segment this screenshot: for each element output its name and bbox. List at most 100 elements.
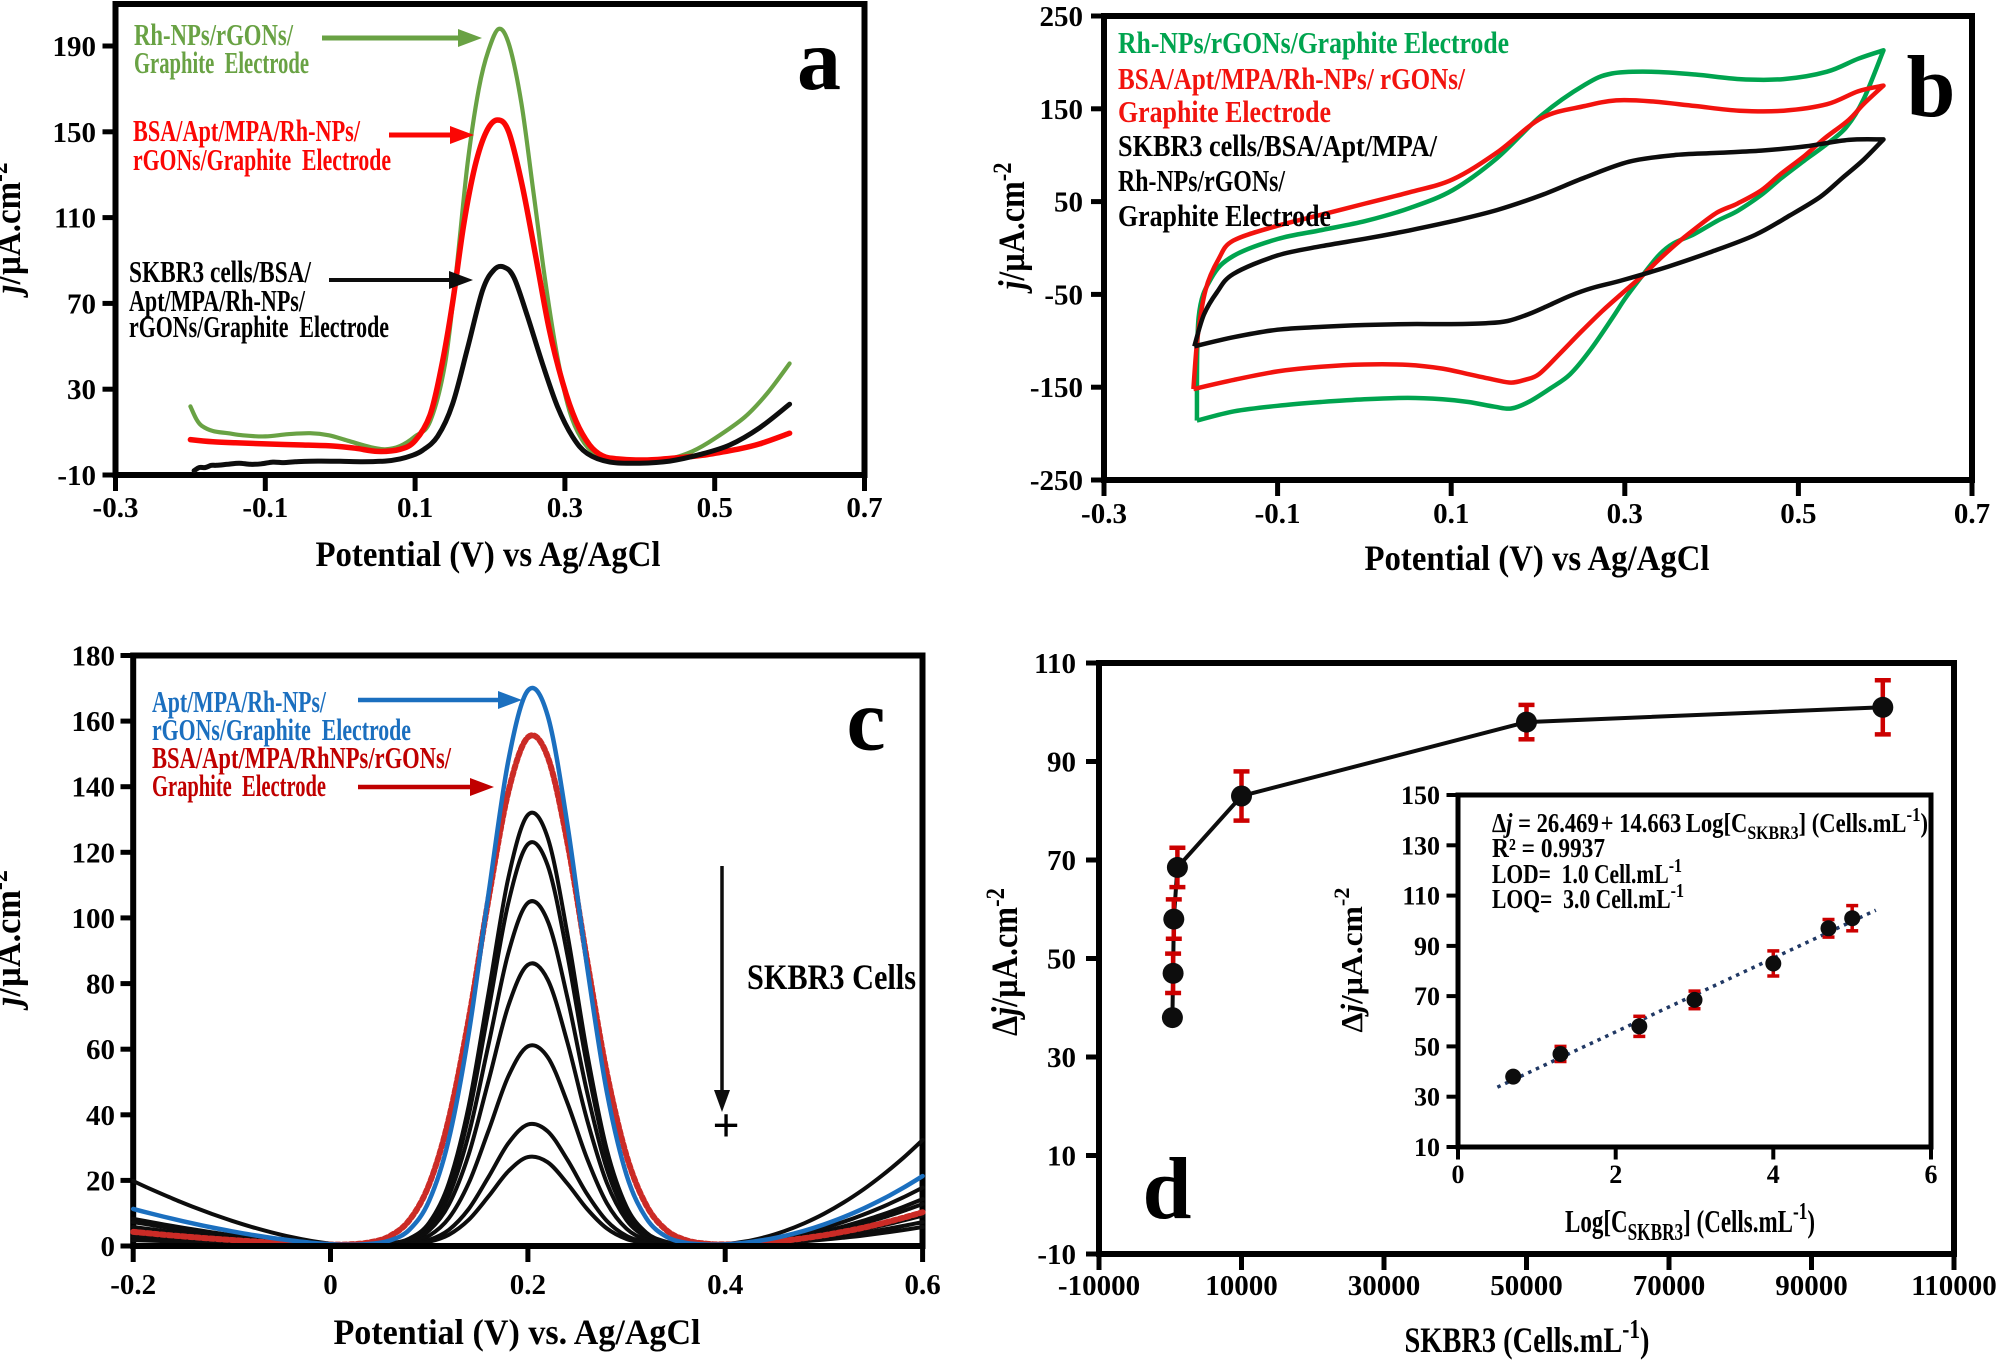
svg-text:100: 100 — [72, 903, 116, 935]
svg-text:90: 90 — [1047, 747, 1076, 779]
svg-text:c: c — [846, 673, 885, 770]
svg-text:110: 110 — [1034, 648, 1076, 680]
svg-text:-0.3: -0.3 — [93, 492, 139, 524]
svg-text:0.3: 0.3 — [1607, 498, 1643, 530]
svg-text:50: 50 — [1414, 1032, 1440, 1061]
svg-text:rGONs/Graphite Electrode: rGONs/Graphite Electrode — [133, 142, 391, 177]
svg-text:90000: 90000 — [1775, 1270, 1848, 1302]
svg-text:Graphite Electrode: Graphite Electrode — [1118, 198, 1331, 233]
svg-text:LOQ= 3.0 Cell.mL-1: LOQ= 3.0 Cell.mL-1 — [1492, 880, 1684, 914]
svg-text:0: 0 — [1452, 1160, 1465, 1189]
svg-text:Graphite Electrode: Graphite Electrode — [134, 45, 309, 80]
svg-text:Δj/µA.cm-2: Δj/µA.cm-2 — [1329, 888, 1369, 1033]
svg-text:j/µA.cm-2: j/µA.cm-2 — [0, 870, 29, 1011]
svg-text:+: + — [712, 1099, 739, 1152]
svg-text:150: 150 — [1040, 94, 1084, 126]
svg-text:6: 6 — [1925, 1160, 1938, 1189]
svg-text:Apt/MPA/Rh-NPs/: Apt/MPA/Rh-NPs/ — [152, 684, 326, 719]
svg-text:180: 180 — [72, 641, 116, 673]
svg-text:BSA/Apt/MPA/RhNPs/rGONs/: BSA/Apt/MPA/RhNPs/rGONs/ — [152, 740, 451, 775]
svg-text:0.4: 0.4 — [707, 1269, 743, 1301]
svg-text:0.7: 0.7 — [846, 492, 882, 524]
svg-text:Δj/µA.cm-2: Δj/µA.cm-2 — [981, 888, 1026, 1036]
svg-text:90: 90 — [1414, 932, 1440, 961]
svg-text:-0.1: -0.1 — [1255, 498, 1301, 530]
svg-text:0.3: 0.3 — [547, 492, 583, 524]
svg-text:0.7: 0.7 — [1954, 498, 1990, 530]
svg-text:0.5: 0.5 — [697, 492, 733, 524]
svg-text:Graphite Electrode: Graphite Electrode — [1118, 94, 1331, 129]
svg-text:70: 70 — [67, 288, 96, 320]
svg-text:a: a — [797, 12, 841, 109]
svg-text:110: 110 — [54, 203, 96, 235]
svg-text:BSA/Apt/MPA/Rh-NPs/ rGONs/: BSA/Apt/MPA/Rh-NPs/ rGONs/ — [1118, 61, 1465, 96]
svg-text:80: 80 — [86, 969, 115, 1001]
svg-text:R² = 0.9937: R² = 0.9937 — [1492, 833, 1605, 863]
svg-text:b: b — [1907, 39, 1956, 136]
svg-text:Rh-NPs/rGONs/Graphite Electrod: Rh-NPs/rGONs/Graphite Electrode — [1118, 25, 1509, 60]
svg-text:150: 150 — [53, 117, 97, 149]
svg-text:0: 0 — [101, 1231, 116, 1263]
svg-text:SKBR3 (Cells.mL-1): SKBR3 (Cells.mL-1) — [1405, 1314, 1650, 1360]
svg-text:50: 50 — [1047, 944, 1076, 976]
svg-text:SKBR3 cells/BSA/Apt/MPA/: SKBR3 cells/BSA/Apt/MPA/ — [1118, 128, 1437, 163]
svg-text:0.2: 0.2 — [510, 1269, 546, 1301]
svg-text:0.5: 0.5 — [1780, 498, 1816, 530]
svg-text:Potential (V) vs. Ag/AgCl: Potential (V) vs. Ag/AgCl — [334, 1312, 701, 1352]
svg-text:50000: 50000 — [1490, 1270, 1563, 1302]
svg-text:70: 70 — [1414, 982, 1440, 1011]
svg-text:40: 40 — [86, 1100, 115, 1132]
svg-text:0.1: 0.1 — [397, 492, 433, 524]
svg-text:Apt/MPA/Rh-NPs/: Apt/MPA/Rh-NPs/ — [129, 283, 305, 318]
svg-text:0.1: 0.1 — [1433, 498, 1469, 530]
svg-text:130: 130 — [1401, 831, 1440, 860]
svg-text:BSA/Apt/MPA/Rh-NPs/: BSA/Apt/MPA/Rh-NPs/ — [133, 113, 360, 148]
svg-text:150: 150 — [1401, 781, 1440, 810]
svg-text:Δj = 26.469 + 14.663 Log[CSKBR: Δj = 26.469 + 14.663 Log[CSKBR3] (Cells.… — [1492, 804, 1928, 844]
svg-text:110000: 110000 — [1911, 1270, 1996, 1302]
svg-text:j/µA.cm-2: j/µA.cm-2 — [0, 163, 29, 298]
svg-text:30: 30 — [1047, 1042, 1076, 1074]
svg-text:0: 0 — [323, 1269, 338, 1301]
svg-text:30: 30 — [67, 374, 96, 406]
svg-text:-0.3: -0.3 — [1081, 498, 1127, 530]
svg-text:SKBR3 cells/BSA/: SKBR3 cells/BSA/ — [129, 254, 311, 289]
svg-text:70: 70 — [1047, 845, 1076, 877]
svg-text:Potential (V) vs Ag/AgCl: Potential (V) vs Ag/AgCl — [1365, 538, 1710, 578]
svg-text:50: 50 — [1054, 187, 1083, 219]
svg-text:rGONs/Graphite Electrode: rGONs/Graphite Electrode — [129, 309, 389, 344]
svg-text:-150: -150 — [1030, 372, 1083, 404]
svg-text:4: 4 — [1767, 1160, 1780, 1189]
svg-text:120: 120 — [72, 837, 116, 869]
svg-text:LOD= 1.0 Cell.mL-1: LOD= 1.0 Cell.mL-1 — [1492, 855, 1682, 889]
svg-text:Log[CSKBR3] (Cells.mL-1): Log[CSKBR3] (Cells.mL-1) — [1565, 1199, 1815, 1246]
svg-text:140: 140 — [72, 772, 116, 804]
svg-text:rGONs/Graphite Electrode: rGONs/Graphite Electrode — [152, 712, 411, 747]
svg-text:SKBR3 Cells: SKBR3 Cells — [747, 957, 916, 997]
svg-text:70000: 70000 — [1633, 1270, 1706, 1302]
svg-text:30000: 30000 — [1348, 1270, 1421, 1302]
svg-text:2: 2 — [1609, 1160, 1622, 1189]
svg-text:250: 250 — [1040, 1, 1084, 33]
svg-text:30: 30 — [1414, 1083, 1440, 1112]
svg-text:Potential (V) vs Ag/AgCl: Potential (V) vs Ag/AgCl — [316, 534, 661, 574]
svg-text:-0.2: -0.2 — [110, 1269, 156, 1301]
svg-text:-10: -10 — [57, 460, 96, 492]
svg-text:-10: -10 — [1037, 1239, 1076, 1271]
svg-text:-10000: -10000 — [1058, 1270, 1140, 1302]
svg-text:-250: -250 — [1030, 465, 1083, 497]
svg-text:10: 10 — [1414, 1133, 1440, 1162]
svg-text:Graphite Electrode: Graphite Electrode — [152, 768, 326, 803]
svg-text:20: 20 — [86, 1165, 115, 1197]
svg-text:190: 190 — [53, 31, 97, 63]
svg-text:60: 60 — [86, 1034, 115, 1066]
svg-text:-0.1: -0.1 — [242, 492, 288, 524]
svg-text:160: 160 — [72, 706, 116, 738]
svg-text:Rh-NPs/rGONs/: Rh-NPs/rGONs/ — [134, 17, 293, 52]
svg-text:j/µA.cm-2: j/µA.cm-2 — [988, 163, 1033, 294]
svg-text:0.6: 0.6 — [904, 1269, 940, 1301]
svg-text:10000: 10000 — [1205, 1270, 1278, 1302]
svg-text:d: d — [1143, 1141, 1192, 1238]
svg-text:Rh-NPs/rGONs/: Rh-NPs/rGONs/ — [1118, 163, 1285, 198]
svg-text:-50: -50 — [1044, 279, 1083, 311]
